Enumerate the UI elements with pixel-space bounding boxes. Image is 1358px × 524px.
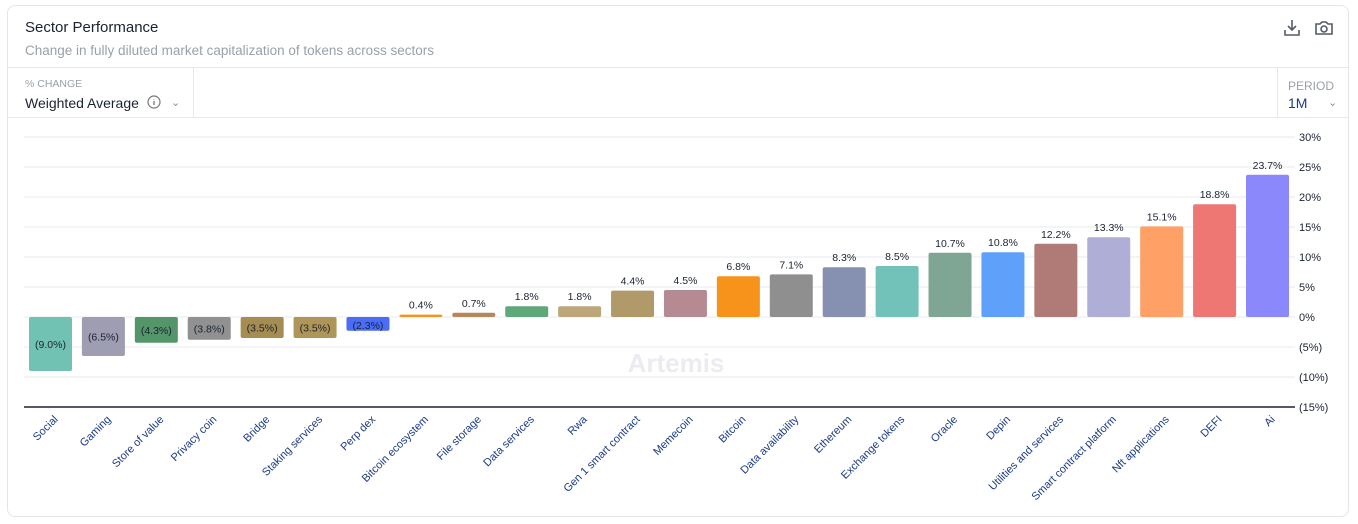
period-dropdown[interactable]: PERIOD 1M ⌄ (1277, 68, 1348, 117)
metric-dropdown[interactable]: % CHANGE Weighted Average ⌄ (8, 68, 194, 117)
card-title: Sector Performance (25, 19, 159, 36)
period-value: 1M (1288, 95, 1308, 111)
period-label: PERIOD (1288, 79, 1335, 93)
download-icon[interactable] (1282, 18, 1302, 38)
metric-label: % CHANGE (25, 78, 83, 90)
chevron-down-icon: ⌄ (1328, 97, 1338, 109)
camera-icon[interactable] (1314, 18, 1334, 38)
info-icon[interactable] (147, 95, 161, 114)
card-subtitle: Change in fully diluted market capitaliz… (25, 43, 434, 58)
chevron-down-icon: ⌄ (171, 97, 181, 109)
sector-performance-card: Sector Performance Change in fully dilut… (7, 5, 1349, 517)
metric-value: Weighted Average (25, 95, 139, 111)
